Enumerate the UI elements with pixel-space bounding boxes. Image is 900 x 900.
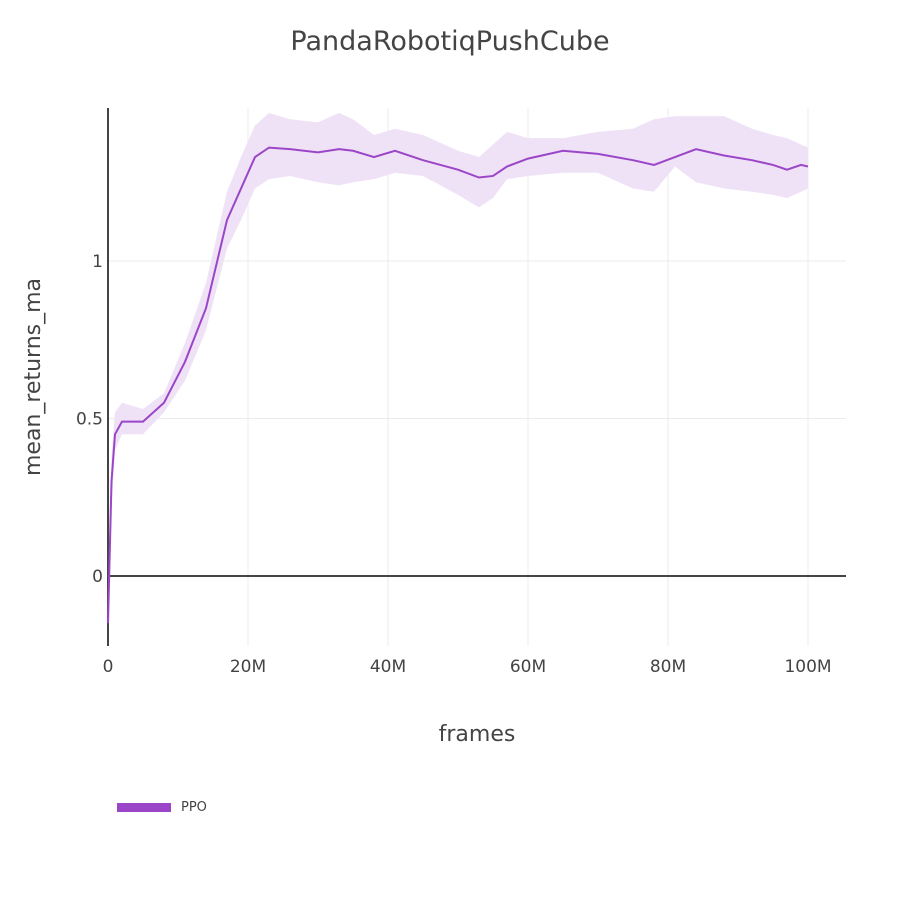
legend-swatch-ppo: [117, 803, 171, 812]
svg-text:0.5: 0.5: [76, 410, 103, 430]
legend[interactable]: PPO: [117, 800, 207, 815]
confidence-band: [108, 112, 808, 633]
svg-text:1: 1: [92, 252, 103, 272]
chart-title: PandaRobotiqPushCube: [290, 26, 610, 57]
svg-text:0: 0: [92, 567, 103, 587]
svg-text:20M: 20M: [230, 657, 266, 677]
svg-text:60M: 60M: [510, 657, 546, 677]
y-axis-label: mean_returns_ma: [21, 278, 46, 476]
legend-label-ppo: PPO: [181, 800, 207, 815]
y-axis-ticks: 00.51: [76, 252, 103, 587]
svg-text:0: 0: [103, 657, 114, 677]
svg-text:100M: 100M: [784, 657, 831, 677]
x-axis-label: frames: [439, 722, 516, 747]
x-axis-ticks: 0 20M 40M 60M 80M 100M: [103, 657, 832, 677]
svg-text:40M: 40M: [370, 657, 406, 677]
ppo-line: [107, 146, 809, 624]
svg-text:80M: 80M: [650, 657, 686, 677]
